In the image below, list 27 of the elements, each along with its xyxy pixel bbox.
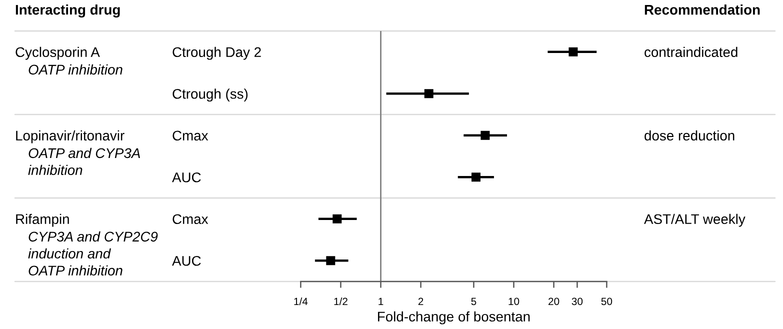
x-axis-title: Fold-change of bosentan <box>378 311 530 324</box>
x-tick-label: 1/2 <box>334 297 348 306</box>
text: dose reduction <box>644 130 734 141</box>
text: Lopinavir/ritonavir <box>16 130 124 144</box>
y-tick-label: Ctrough (ss) <box>172 88 248 102</box>
text: Cyclosporin A <box>16 46 100 60</box>
x-tick-label: 2 <box>418 298 424 306</box>
x-tick-label: 1 <box>378 298 384 306</box>
x-tick-label: 10 <box>508 298 520 306</box>
text: OATP and CYP3A inhibition <box>28 148 140 176</box>
text: Interacting drug <box>16 4 120 18</box>
x-tick-label: 5 <box>471 298 476 306</box>
x-tick-label: 1/4 <box>294 297 308 306</box>
x-tick-label: 30 <box>572 298 583 306</box>
text: AST/ALT weekly <box>644 214 746 227</box>
text: contraindicated <box>644 46 738 58</box>
y-tick-label: Cmax <box>172 130 208 141</box>
text: Recommendation <box>644 4 760 15</box>
text: CYP3A and CYP2C9 induction and OATP inhibition <box>28 231 158 276</box>
y-tick-label: Ctrough Day 2 <box>172 46 261 60</box>
y-tick-label: AUC <box>172 256 201 266</box>
text: OATP inhibition <box>28 64 122 75</box>
x-tick-label: 50 <box>601 298 612 306</box>
y-tick-label: AUC <box>172 172 201 182</box>
y-tick-label: Cmax <box>172 214 208 224</box>
text: Rifampin <box>16 214 69 227</box>
x-tick-label: 20 <box>548 298 560 306</box>
